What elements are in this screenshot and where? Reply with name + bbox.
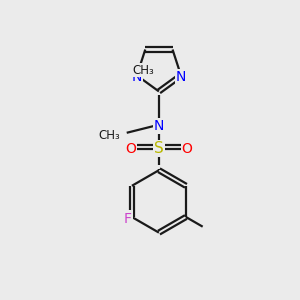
Text: CH₃: CH₃ <box>98 129 120 142</box>
Text: N: N <box>132 70 142 84</box>
Text: F: F <box>123 212 131 226</box>
Text: N: N <box>176 70 186 84</box>
Text: O: O <box>125 142 136 155</box>
Text: N: N <box>154 119 164 133</box>
Text: O: O <box>182 142 193 155</box>
Text: S: S <box>154 141 164 156</box>
Text: CH₃: CH₃ <box>133 64 154 76</box>
